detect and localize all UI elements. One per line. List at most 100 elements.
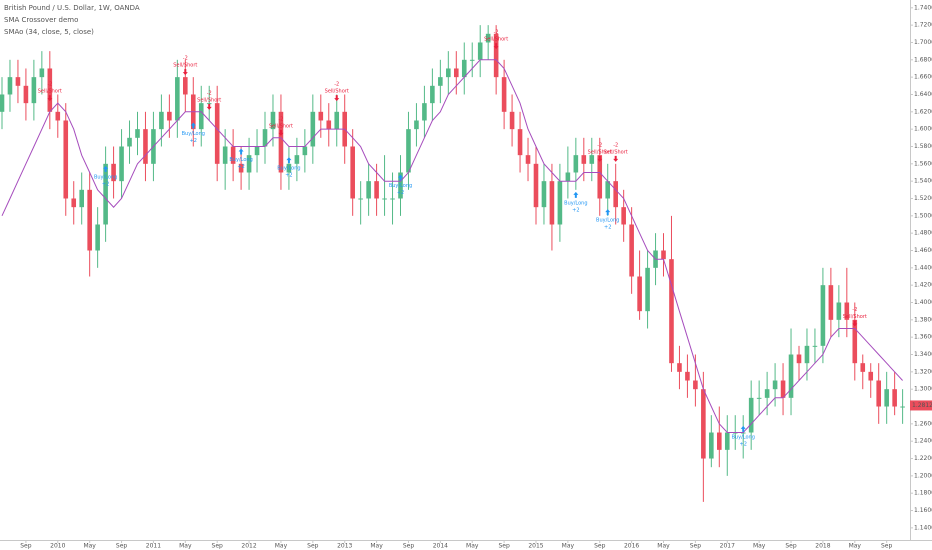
y-tick-label: 1.48000 <box>914 230 932 237</box>
x-tick-label: May <box>275 543 288 550</box>
candle-body <box>382 198 387 200</box>
candle-body <box>645 267 650 312</box>
candle-body <box>127 137 132 147</box>
candle-body <box>278 111 284 173</box>
signal-qty: +2 <box>740 441 747 447</box>
x-tick-label: Sep <box>307 543 319 550</box>
candle-body <box>597 155 603 199</box>
candle-body <box>629 224 634 277</box>
y-tick-label: 1.46000 <box>914 247 932 254</box>
signal-label: Sell/Short <box>604 149 628 155</box>
x-tick-label: Sep <box>785 543 797 550</box>
x-tick-label: May <box>657 543 670 550</box>
y-tick-label: 1.38000 <box>914 316 932 323</box>
candle-body <box>55 111 61 121</box>
candle-body <box>844 302 850 320</box>
x-tick-label: 2013 <box>337 543 352 550</box>
y-tick-label: 1.36000 <box>914 334 932 341</box>
candle-body <box>812 345 818 347</box>
y-tick-label: 1.56000 <box>914 160 932 167</box>
candle-body <box>310 111 316 147</box>
signal-qty: +2 <box>397 190 404 196</box>
candle-body <box>374 181 379 199</box>
candle-body <box>828 285 834 320</box>
buy-arrow <box>573 191 579 198</box>
candle-body <box>350 146 355 199</box>
signal-qty: +2 <box>604 225 611 231</box>
x-tick-label: Sep <box>116 543 128 550</box>
candle-body <box>900 406 905 408</box>
signal-label: Sell/Short <box>484 37 508 43</box>
candle-body <box>780 380 786 398</box>
candle-body <box>788 354 794 398</box>
signal-qty: -2 <box>47 82 52 88</box>
y-tick-label: 1.72000 <box>914 22 932 29</box>
candle-body <box>398 172 403 199</box>
candle-body <box>183 77 188 95</box>
sell-arrow <box>493 43 499 50</box>
candle-body <box>860 363 866 372</box>
chart-subtitle: SMA Crossover demo <box>4 16 78 24</box>
candle-body <box>286 163 292 173</box>
candle-body <box>167 111 172 121</box>
candle-body <box>525 155 531 164</box>
signal-qty: -2 <box>852 307 857 313</box>
buy-arrow <box>740 425 746 432</box>
sell-arrow <box>206 103 212 110</box>
sell-arrow <box>278 129 284 136</box>
candle-body <box>143 129 148 164</box>
candle-body <box>804 345 810 364</box>
signal-label: Sell/Short <box>38 89 62 95</box>
last-price-box <box>910 400 932 411</box>
candle-body <box>214 103 220 164</box>
candle-body <box>533 163 539 208</box>
candle-body <box>796 354 802 364</box>
candle-body <box>605 181 611 199</box>
candle-body <box>31 77 37 104</box>
candle-body <box>414 120 419 130</box>
candle-body <box>95 224 100 251</box>
candle-body <box>501 77 507 112</box>
candle-body <box>15 77 21 86</box>
y-tick-label: 1.34000 <box>914 351 932 358</box>
buy-arrow <box>238 148 244 155</box>
x-tick-label: 2016 <box>624 543 639 550</box>
y-tick-label: 1.62000 <box>914 108 932 115</box>
candle-body <box>23 85 29 104</box>
x-tick-label: 2010 <box>50 543 65 550</box>
signal-label: Buy/Long <box>182 131 205 137</box>
y-tick-label: 1.66000 <box>914 74 932 81</box>
candle-body <box>326 120 332 130</box>
y-tick-label: 1.18000 <box>914 490 932 497</box>
signal-label: Buy/Long <box>94 174 117 180</box>
candle-body <box>764 389 770 398</box>
candle-body <box>111 163 116 182</box>
candle-body <box>47 68 53 112</box>
candle-body <box>334 111 340 130</box>
buy-arrow <box>286 157 292 164</box>
buy-arrow <box>190 122 196 129</box>
x-tick-label: May <box>83 543 96 550</box>
candle-body <box>198 103 204 130</box>
candle-body <box>509 111 515 130</box>
candle-body <box>557 181 563 225</box>
y-tick-label: 1.70000 <box>914 39 932 46</box>
signal-qty: -2 <box>334 82 339 88</box>
candle-body <box>892 389 897 407</box>
sell-arrow <box>47 95 53 102</box>
y-tick-label: 1.40000 <box>914 299 932 306</box>
x-tick-label: 2012 <box>241 543 256 550</box>
signal-qty: +2 <box>237 164 244 170</box>
y-tick-label: 1.52000 <box>914 195 932 202</box>
sma-line <box>1 59 903 433</box>
candle-body <box>230 146 236 164</box>
x-tick-label: May <box>370 543 383 550</box>
candle-body <box>876 380 881 407</box>
signal-qty: -2 <box>207 90 212 96</box>
candle-body <box>63 120 69 199</box>
x-tick-label: May <box>562 543 575 550</box>
signal-label: Sell/Short <box>843 314 867 320</box>
candle-body <box>709 432 714 459</box>
candle-body <box>175 77 180 121</box>
